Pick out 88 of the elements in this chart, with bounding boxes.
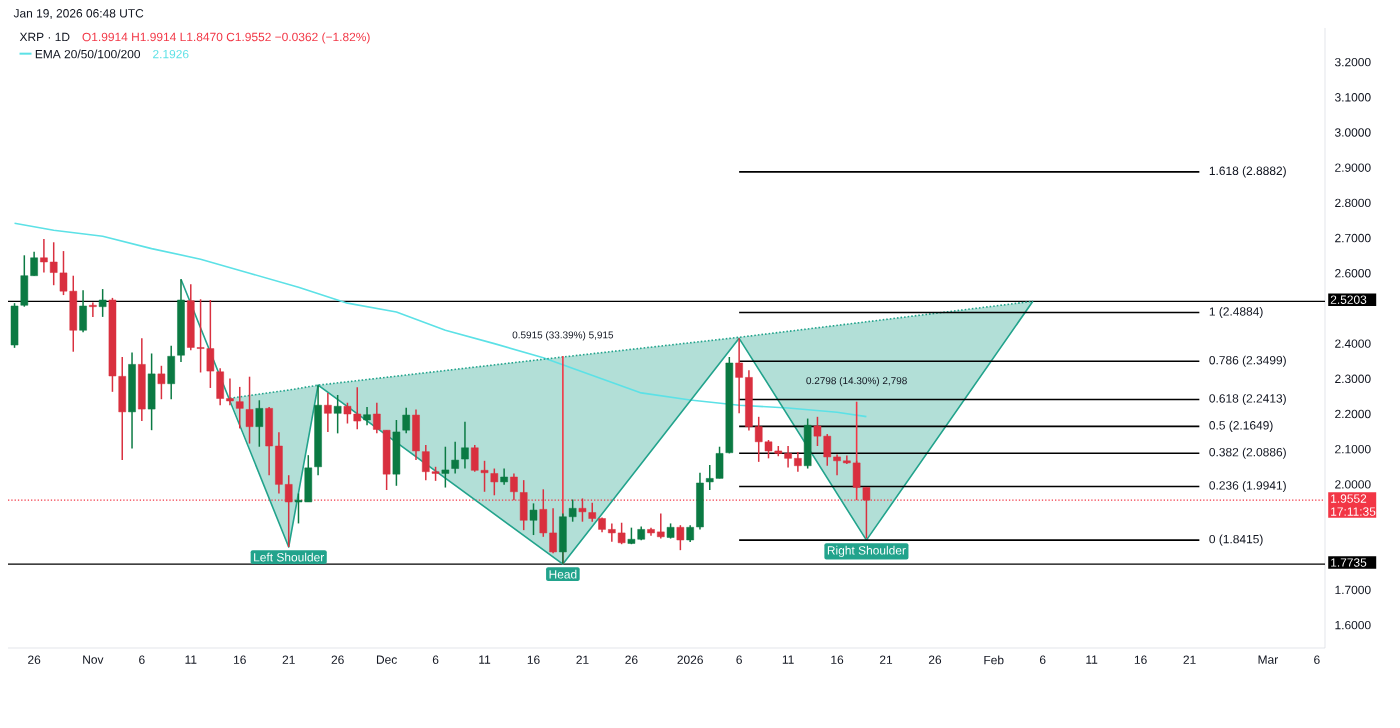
- y-tick-label: 1.6000: [1335, 620, 1371, 630]
- candlestick: [676, 524, 685, 551]
- candlestick: [647, 526, 655, 537]
- x-tick-label: 11: [1086, 655, 1098, 664]
- y-tick-label: 2.1000: [1335, 444, 1371, 454]
- candlestick: [519, 479, 528, 531]
- x-tick-label: 21: [1183, 655, 1196, 664]
- candlestick: [529, 502, 538, 536]
- candlestick: [382, 429, 391, 491]
- candlestick: [245, 375, 254, 445]
- candlestick: [451, 441, 459, 475]
- annotation: 0.5915 (33.39%) 5,915: [512, 331, 614, 341]
- series-label: 0.618 (2.2413): [1209, 393, 1286, 406]
- annotation: Head: [549, 569, 577, 579]
- ref-line-label: 1.7735: [1331, 558, 1367, 567]
- annotation: Right Shoulder: [827, 545, 906, 557]
- x-tick-label: 6: [1039, 655, 1046, 664]
- y-tick-label: 3.2000: [1334, 57, 1371, 67]
- annotation: 0.2798 (14.30%) 2,798: [806, 376, 907, 387]
- candlestick: [235, 386, 244, 430]
- ref-line-label: 2.5203: [1330, 295, 1367, 304]
- chart-subtitle: O1.9914 H1.9914 L1.8470 C1.9552 −0.0362 (−1.82%): [82, 32, 370, 44]
- series-label: 0.786 (2.3499): [1209, 355, 1286, 367]
- candlestick: [333, 394, 342, 435]
- y-tick-label: 2.6000: [1335, 269, 1371, 278]
- y-tick-label: 2.2000: [1335, 409, 1371, 419]
- series-label: 0.236 (1.9941): [1209, 480, 1286, 493]
- candlestick: [147, 352, 156, 431]
- y-tick-label: 2.7000: [1335, 233, 1371, 243]
- x-tick-label: 26: [928, 655, 942, 664]
- candlestick: [725, 356, 734, 455]
- y-tick-label: 2.8000: [1335, 198, 1371, 208]
- candlestick: [588, 501, 597, 523]
- candlestick: [441, 445, 450, 489]
- y-tick-label: 3.0000: [1334, 128, 1371, 137]
- candlestick: [833, 453, 841, 476]
- candlestick: [255, 399, 264, 448]
- y-tick-label: 2.9000: [1335, 163, 1371, 172]
- x-tick-label: 6: [432, 655, 439, 664]
- candlestick: [363, 406, 371, 427]
- series-label: 1.618 (2.8882): [1209, 166, 1286, 178]
- chart-title: XRP · 1D: [19, 32, 70, 42]
- x-tick-label: 26: [331, 655, 344, 664]
- candlestick: [803, 417, 812, 470]
- x-tick-label: 11: [782, 655, 794, 664]
- x-tick-label: 6: [736, 655, 742, 664]
- x-tick-label: 21: [879, 655, 893, 664]
- legend-label: EMA 20/50/100/200: [35, 49, 141, 59]
- x-tick-label: Nov: [83, 655, 104, 664]
- y-tick-label: 1.7000: [1335, 585, 1371, 595]
- x-tick-label: 21: [576, 655, 589, 664]
- x-tick-label: Feb: [984, 655, 1004, 665]
- x-tick-label: 11: [479, 655, 491, 664]
- candlestick: [98, 288, 107, 318]
- x-tick-label: 16: [1134, 655, 1147, 664]
- y-tick-label: 2.0000: [1335, 480, 1371, 489]
- series-label: 0.5 (2.1649): [1209, 420, 1273, 432]
- series-label: 0 (1.8415): [1209, 534, 1263, 546]
- candlestick: [226, 377, 234, 406]
- annotation: 2.1926: [153, 49, 189, 59]
- ref-line-label: 1.9552 17:11:35: [1331, 494, 1376, 516]
- candlestick: [500, 467, 508, 486]
- candlestick: [284, 474, 293, 548]
- text: Jan 19, 2026 06:48 UTC: [13, 9, 144, 19]
- x-tick-label: 16: [831, 655, 844, 664]
- x-tick-label: 26: [28, 655, 41, 664]
- y-tick-label: 2.4000: [1335, 339, 1371, 348]
- x-tick-label: 6: [1314, 655, 1320, 664]
- candlestick: [578, 497, 587, 523]
- x-tick-label: Dec: [376, 655, 397, 664]
- x-tick-label: 6: [139, 655, 145, 664]
- y-tick-label: 2.3000: [1335, 374, 1371, 384]
- x-tick-label: 26: [625, 655, 638, 664]
- x-tick-label: 16: [234, 655, 246, 664]
- x-tick-label: 16: [527, 655, 540, 664]
- x-tick-label: 2026: [677, 655, 703, 664]
- series-label: 1 (2.4884): [1209, 306, 1263, 319]
- series-label: 0.382 (2.0886): [1209, 447, 1286, 459]
- x-tick-label: 11: [185, 655, 197, 664]
- y-tick-label: 3.1000: [1334, 93, 1371, 102]
- x-tick-label: Mar: [1258, 655, 1278, 664]
- x-tick-label: 21: [282, 655, 295, 664]
- candlestick: [157, 365, 166, 400]
- candlestick: [392, 419, 401, 487]
- candlestick: [539, 488, 548, 538]
- candlestick: [490, 467, 499, 497]
- annotation: Left Shoulder: [254, 552, 325, 562]
- candlestick: [40, 238, 48, 274]
